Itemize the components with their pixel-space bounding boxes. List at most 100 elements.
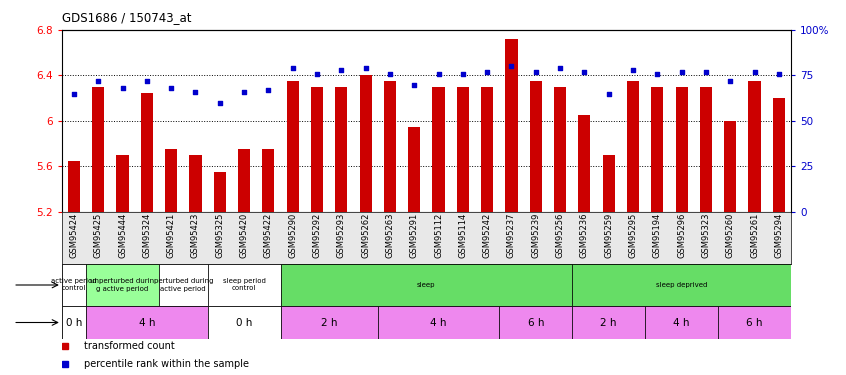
Point <box>578 69 591 75</box>
Bar <box>645 306 718 339</box>
Text: active period
control: active period control <box>51 279 96 291</box>
Text: GSM95295: GSM95295 <box>629 213 638 258</box>
Text: GSM95259: GSM95259 <box>604 213 613 258</box>
Text: GSM95262: GSM95262 <box>361 213 370 258</box>
Text: percentile rank within the sample: percentile rank within the sample <box>84 359 249 369</box>
Text: GSM95424: GSM95424 <box>69 213 79 258</box>
Point <box>286 65 299 71</box>
Bar <box>457 87 469 212</box>
Bar <box>62 264 86 306</box>
Bar <box>676 87 688 212</box>
Point <box>310 70 324 76</box>
Text: 2 h: 2 h <box>601 318 617 327</box>
Bar <box>159 264 207 306</box>
Text: sleep deprived: sleep deprived <box>656 282 707 288</box>
Bar <box>724 121 736 212</box>
Point <box>213 100 227 106</box>
Bar <box>749 81 761 212</box>
Text: GSM95422: GSM95422 <box>264 213 273 258</box>
Bar <box>68 161 80 212</box>
Text: 0 h: 0 h <box>66 318 82 327</box>
Point <box>334 67 348 73</box>
Text: GSM95239: GSM95239 <box>531 213 541 258</box>
Bar <box>499 306 572 339</box>
Bar <box>384 81 396 212</box>
Point <box>602 91 615 97</box>
Text: GSM95290: GSM95290 <box>288 213 297 258</box>
Bar <box>207 264 281 306</box>
Bar <box>214 172 226 212</box>
Bar <box>238 149 250 212</box>
Bar <box>432 87 445 212</box>
Point <box>723 78 737 84</box>
Point <box>164 85 178 91</box>
Bar <box>117 155 129 212</box>
Bar <box>700 87 712 212</box>
Bar <box>262 149 274 212</box>
Bar <box>572 306 645 339</box>
Text: GSM95256: GSM95256 <box>556 213 564 258</box>
Text: unperturbed durin
g active period: unperturbed durin g active period <box>91 279 155 291</box>
Bar <box>651 87 663 212</box>
Point <box>261 87 275 93</box>
Bar <box>579 115 591 212</box>
Bar <box>505 39 518 212</box>
Point <box>67 91 80 97</box>
Text: GSM95194: GSM95194 <box>653 213 662 258</box>
Bar <box>602 155 615 212</box>
Bar <box>572 264 791 306</box>
Point <box>431 70 445 76</box>
Text: GSM95236: GSM95236 <box>580 213 589 258</box>
Bar <box>335 87 348 212</box>
Text: GSM95294: GSM95294 <box>774 213 783 258</box>
Text: sleep period
control: sleep period control <box>222 279 266 291</box>
Bar <box>627 81 639 212</box>
Point <box>651 70 664 76</box>
Text: GDS1686 / 150743_at: GDS1686 / 150743_at <box>62 11 191 24</box>
Text: GSM95420: GSM95420 <box>239 213 249 258</box>
Text: GSM95323: GSM95323 <box>701 213 711 258</box>
Text: sleep: sleep <box>417 282 436 288</box>
Point <box>553 65 567 71</box>
Text: transformed count: transformed count <box>84 341 174 351</box>
Text: GSM95114: GSM95114 <box>459 213 467 258</box>
Text: time: time <box>0 318 1 327</box>
Bar <box>207 306 281 339</box>
Point <box>772 70 786 76</box>
Point <box>116 85 129 91</box>
Point <box>699 69 712 75</box>
Text: 2 h: 2 h <box>321 318 338 327</box>
Text: perturbed during
active period: perturbed during active period <box>154 279 213 291</box>
Text: GSM95421: GSM95421 <box>167 213 176 258</box>
Text: GSM95325: GSM95325 <box>215 213 224 258</box>
Point <box>456 70 470 76</box>
Text: 6 h: 6 h <box>528 318 544 327</box>
Point <box>481 69 494 75</box>
Point <box>505 63 519 69</box>
Point <box>140 78 154 84</box>
Point <box>91 78 105 84</box>
Bar <box>311 87 323 212</box>
Point <box>675 69 689 75</box>
Bar <box>86 264 159 306</box>
Text: GSM95112: GSM95112 <box>434 213 443 258</box>
Text: GSM95444: GSM95444 <box>118 213 127 258</box>
Bar <box>408 127 420 212</box>
Bar <box>530 81 541 212</box>
Text: 4 h: 4 h <box>431 318 447 327</box>
Bar <box>190 155 201 212</box>
Point <box>189 89 202 95</box>
Point <box>383 70 397 76</box>
Text: GSM95293: GSM95293 <box>337 213 346 258</box>
Bar <box>62 306 86 339</box>
Text: GSM95296: GSM95296 <box>677 213 686 258</box>
Point <box>529 69 542 75</box>
Bar <box>281 306 378 339</box>
Bar <box>378 306 499 339</box>
Bar <box>718 306 791 339</box>
Text: protocol: protocol <box>0 280 1 290</box>
Text: GSM95261: GSM95261 <box>750 213 759 258</box>
Text: GSM95263: GSM95263 <box>386 213 394 258</box>
Text: GSM95423: GSM95423 <box>191 213 200 258</box>
Bar <box>360 75 371 212</box>
